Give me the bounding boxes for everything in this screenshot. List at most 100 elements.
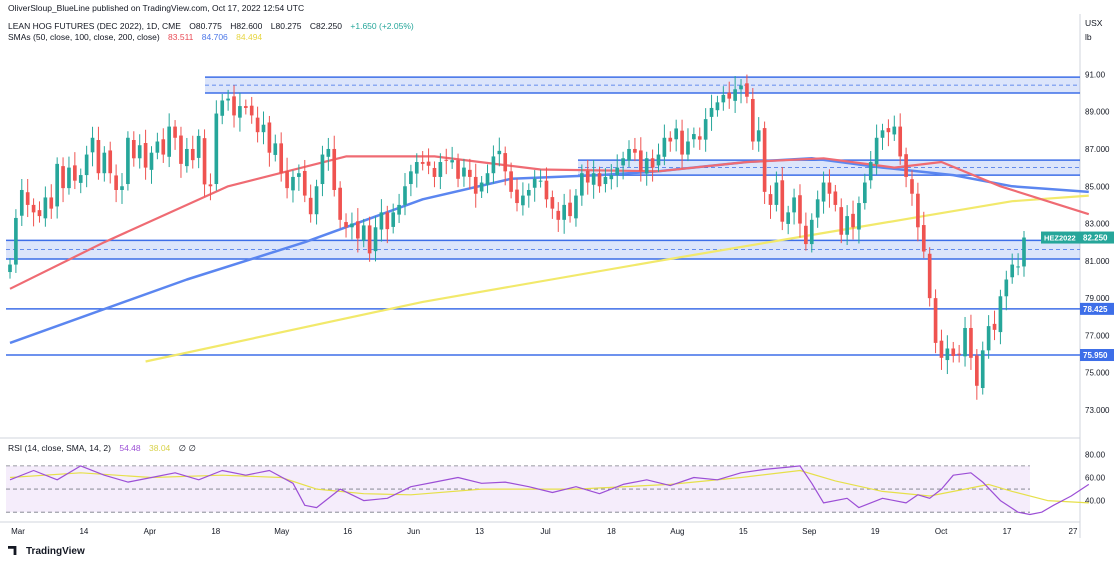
candle-body <box>774 182 779 205</box>
candle-body <box>951 348 956 356</box>
sma200-value: 84.494 <box>236 32 263 42</box>
candle-body <box>120 186 124 190</box>
x-tick-label: 17 <box>1003 527 1012 536</box>
y-tick-label: 73.000 <box>1085 406 1110 415</box>
candle-body <box>314 186 319 215</box>
x-tick-label: Apr <box>144 527 157 536</box>
candle-body <box>680 130 684 155</box>
sma50-line <box>9 155 1090 290</box>
candle-body <box>615 167 620 176</box>
candle-body <box>745 83 749 97</box>
rsi-label: RSI (14, close, SMA, 14, 2) <box>8 443 111 453</box>
candle-body <box>131 140 136 159</box>
level-tag-bg <box>1080 302 1114 315</box>
candle-body <box>591 173 596 185</box>
candle-body <box>137 145 142 159</box>
candle-body <box>373 227 378 252</box>
candle-body <box>344 222 348 228</box>
symbol-legend: LEAN HOG FUTURES (DEC 2022), 1D, CME O80… <box>8 21 414 31</box>
candle-body <box>886 128 891 133</box>
candle-body <box>491 156 496 174</box>
candle-body <box>238 106 242 118</box>
candle-body <box>550 197 555 209</box>
candle-body <box>409 171 413 185</box>
candle-body <box>468 169 472 177</box>
candle-body <box>261 124 266 133</box>
candle-body <box>768 194 773 205</box>
symbol-name: LEAN HOG FUTURES (DEC 2022), 1D, CME <box>8 21 181 31</box>
candle-body <box>355 221 360 239</box>
candle-body <box>167 126 172 157</box>
candle-body <box>515 189 519 204</box>
candle-body <box>821 182 826 202</box>
candle-body <box>279 143 284 174</box>
candle-body <box>297 173 301 177</box>
candle-body <box>939 340 944 358</box>
candle-body <box>320 154 325 185</box>
candle-body <box>851 213 855 228</box>
candle-body <box>43 197 48 219</box>
candle-body <box>898 126 903 157</box>
y-tick-label: 75.000 <box>1085 369 1110 378</box>
rsi-sma-line <box>9 469 1089 504</box>
ohlc-close: C82.250 <box>309 21 343 31</box>
candle-body <box>809 219 814 245</box>
candle-body <box>338 187 342 220</box>
candle-body <box>709 107 714 117</box>
candle-body <box>603 176 608 185</box>
candle-body <box>473 176 478 194</box>
candle-body <box>544 180 549 200</box>
candle-body <box>462 167 466 177</box>
candle-body <box>332 148 337 190</box>
unit-label: lb <box>1085 32 1092 42</box>
candle-body <box>532 178 537 188</box>
candle-body <box>845 216 849 235</box>
candle-body <box>874 137 879 165</box>
rsi-legend: RSI (14, close, SMA, 14, 2) 54.48 38.04 … <box>8 443 196 454</box>
candle-body <box>792 197 796 213</box>
candle-body <box>975 355 979 386</box>
tradingview-logo[interactable]: TradingView <box>8 546 85 557</box>
x-tick-label: 16 <box>343 527 352 536</box>
candle-body <box>868 162 873 181</box>
x-tick-label: Sep <box>802 527 817 536</box>
candle-body <box>444 159 449 161</box>
y-tick-label: 85.000 <box>1085 182 1110 191</box>
candle-body <box>190 148 195 161</box>
rsi-y-tick-label: 40.00 <box>1085 497 1106 506</box>
candle-body <box>84 154 89 176</box>
candle-body <box>326 148 331 157</box>
candle-body <box>980 350 985 389</box>
candle-body <box>308 197 313 215</box>
brand-name: TradingView <box>26 546 85 557</box>
candle-body <box>739 85 743 90</box>
x-tick-label: May <box>274 527 289 536</box>
candle-body <box>432 167 437 177</box>
candle-body <box>31 204 36 213</box>
candle-body <box>73 165 77 181</box>
candle-body <box>185 148 189 167</box>
candle-body <box>703 119 708 140</box>
candle-body <box>67 167 71 189</box>
publisher-line: OliverSloup_BlueLine published on Tradin… <box>8 3 305 13</box>
candle-body <box>385 212 390 230</box>
x-tick-label: 15 <box>739 527 748 536</box>
candle-body <box>497 150 502 155</box>
candle-body <box>208 184 213 187</box>
x-tick-label: Jul <box>540 527 550 536</box>
candle-body <box>916 193 920 228</box>
candle-body <box>267 122 272 153</box>
candle-body <box>78 175 83 183</box>
y-tick-label: 81.000 <box>1085 257 1110 266</box>
candle-body <box>526 189 531 196</box>
y-tick-label: 83.000 <box>1085 220 1110 229</box>
candle-body <box>933 298 938 343</box>
candle-body <box>627 148 631 161</box>
candle-body <box>662 137 667 157</box>
candle-body <box>25 192 30 205</box>
candle-body <box>798 195 802 224</box>
candle-body <box>450 160 454 163</box>
sma200-line <box>145 194 1089 363</box>
candle-body <box>568 202 572 217</box>
